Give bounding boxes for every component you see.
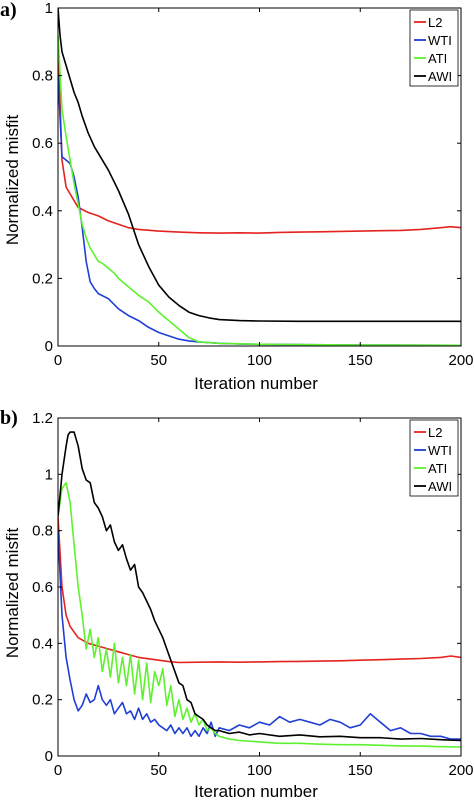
legend-label: ATI [428, 461, 447, 476]
legend-label: ATI [428, 51, 447, 66]
x-tick-label: 0 [54, 352, 62, 369]
y-tick-label: 0.4 [32, 635, 53, 652]
y-tick-label: 1.2 [32, 410, 53, 427]
series-group [58, 431, 461, 748]
legend: L2 WTI ATI AWI [409, 9, 459, 87]
series-group [58, 8, 461, 346]
series-line-wti [58, 75, 461, 346]
x-axis-label: Iteration number [194, 374, 318, 393]
y-tick-label: 0.8 [32, 68, 53, 85]
y-tick-label: 0 [45, 748, 53, 765]
y-axis-label: Normalized misfit [3, 115, 22, 246]
y-tick-label: 0.6 [32, 135, 53, 152]
plot-frame [57, 7, 462, 347]
x-tick-label: 50 [150, 762, 167, 779]
series-line-awi [58, 431, 461, 742]
legend-label: AWI [428, 69, 452, 84]
legend-label: L2 [428, 15, 442, 30]
x-axis-label: Iteration number [194, 782, 318, 801]
x-tick-label: 150 [348, 762, 373, 779]
panel-label: b) [0, 407, 18, 429]
y-tick-label: 0.4 [32, 203, 53, 220]
legend-label: AWI [428, 479, 452, 494]
series-line-l2 [58, 41, 461, 234]
series-line-ati [58, 34, 461, 346]
y-tick-label: 1 [45, 0, 53, 17]
y-axis-label: Normalized misfit [3, 528, 22, 659]
x-tick-label: 150 [348, 352, 373, 369]
y-tick-label: 0 [45, 338, 53, 355]
plot-frame [57, 417, 462, 757]
series-line-awi [58, 8, 461, 323]
x-tick-label: 200 [448, 352, 473, 369]
y-tick-label: 0.6 [32, 579, 53, 596]
y-tick-label: 1 [45, 466, 53, 483]
series-line-wti [58, 530, 461, 740]
x-tick-label: 50 [150, 352, 167, 369]
x-tick-label: 100 [247, 762, 272, 779]
x-tick-label: 0 [54, 762, 62, 779]
panel-b: b) 0 50 100 150 200 0 0.2 0.4 0.6 0.8 1 1.2 L2 WTI ATI… [0, 407, 474, 801]
legend-label: WTI [428, 443, 452, 458]
series-line-ati [58, 481, 461, 748]
x-tick-label: 200 [448, 762, 473, 779]
series-line-l2 [58, 516, 461, 664]
y-tick-label: 0.2 [32, 270, 53, 287]
y-tick-label: 0.2 [32, 692, 53, 709]
y-tick-label: 0.8 [32, 523, 53, 540]
legend-label: L2 [428, 425, 442, 440]
x-tick-label: 100 [247, 352, 272, 369]
legend-label: WTI [428, 33, 452, 48]
panel-a: a) 0 50 100 150 200 0 0.2 0.4 0.6 0.8 1 L2 WTI ATI AWI… [0, 0, 474, 393]
legend: L2 WTI ATI AWI [409, 419, 459, 497]
panel-label: a) [0, 0, 17, 21]
